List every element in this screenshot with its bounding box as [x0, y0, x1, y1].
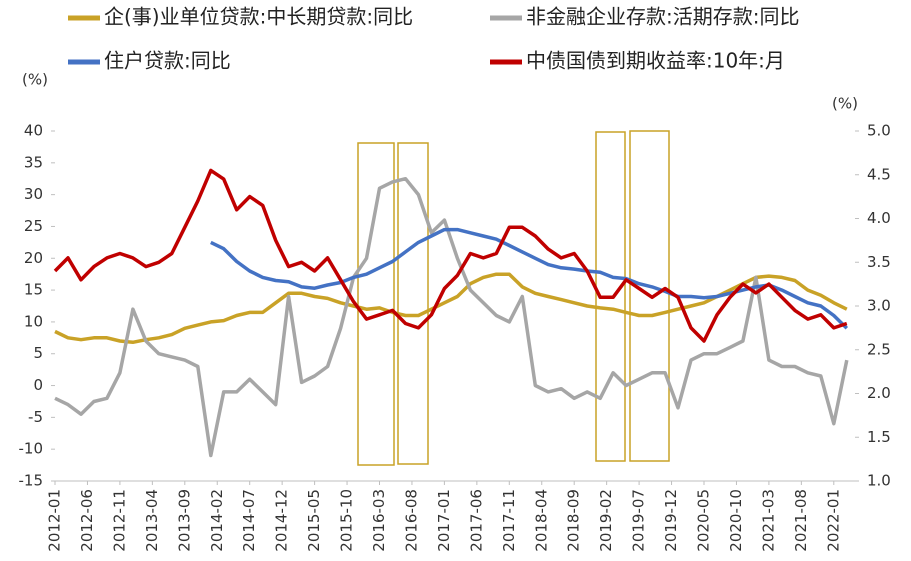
- y-tick-label: -10: [19, 440, 44, 458]
- x-tick-label: 2014-07: [240, 489, 258, 552]
- x-tick-label: 2017-01: [435, 489, 453, 552]
- x-tick-label: 2018-04: [532, 489, 550, 552]
- legend-label: 非金融企业存款:活期存款:同比: [526, 5, 799, 29]
- legend-label: 中债国债到期收益率:10年:月: [526, 49, 785, 73]
- x-tick-label: 2016-08: [402, 489, 420, 552]
- x-tick-label: 2012-01: [46, 489, 64, 552]
- y-tick-label: 20: [24, 249, 43, 267]
- legend-label: 住户贷款:同比: [104, 49, 231, 73]
- y2-tick-label: 2.0: [867, 384, 891, 402]
- highlight-box: [595, 131, 626, 462]
- x-tick-label: 2017-06: [467, 489, 485, 552]
- y-tick-label: 30: [24, 185, 43, 203]
- left-unit: (%): [22, 71, 48, 89]
- y2-tick-label: 4.0: [867, 209, 891, 227]
- x-tick-label: 2021-08: [792, 489, 810, 552]
- y-tick-label: 40: [24, 122, 43, 140]
- y-tick-label: 35: [24, 153, 43, 171]
- x-tick-label: 2014-12: [273, 489, 291, 552]
- x-tick-label: 2020-05: [695, 489, 713, 552]
- x-tick-label: 2020-10: [727, 489, 745, 552]
- x-tick-label: 2014-02: [208, 489, 226, 552]
- right-unit: (%): [832, 95, 858, 113]
- y2-tick-label: 4.5: [867, 165, 891, 183]
- legend-label: 企(事)业单位贷款:中长期贷款:同比: [104, 5, 413, 29]
- x-tick-label: 2016-03: [370, 489, 388, 552]
- x-tick-label: 2017-11: [500, 489, 518, 552]
- x-tick-label: 2018-09: [565, 489, 583, 552]
- series-line: [54, 176, 849, 458]
- x-tick-label: 2015-10: [338, 489, 356, 552]
- y-tick-label: 0: [33, 376, 43, 394]
- y2-tick-label: 1.0: [867, 472, 891, 490]
- y2-tick-label: 2.5: [867, 340, 891, 358]
- x-tick-label: 2015-05: [305, 489, 323, 552]
- y-tick-label: 15: [24, 281, 43, 299]
- highlight-box: [397, 142, 429, 465]
- y-tick-label: -5: [28, 408, 43, 426]
- x-tick-label: 2019-12: [662, 489, 680, 552]
- highlight-box: [357, 142, 395, 466]
- x-tick-label: 2021-03: [759, 489, 777, 552]
- x-tick-label: 2012-06: [78, 489, 96, 552]
- y-tick-label: -15: [19, 472, 44, 490]
- y2-tick-label: 1.5: [867, 428, 891, 446]
- x-tick-label: 2022-01: [824, 489, 842, 552]
- y2-tick-label: 3.5: [867, 253, 891, 271]
- series-line: [210, 227, 849, 330]
- x-tick-label: 2019-02: [597, 489, 615, 552]
- y-tick-label: 25: [24, 217, 43, 235]
- y2-tick-label: 5.0: [867, 122, 891, 140]
- x-tick-label: 2019-07: [630, 489, 648, 552]
- y-tick-label: 5: [33, 344, 43, 362]
- x-tick-label: 2013-04: [143, 489, 161, 552]
- x-tick-label: 2013-09: [175, 489, 193, 552]
- x-tick-label: 2012-11: [110, 489, 128, 552]
- y-tick-label: 10: [24, 312, 43, 330]
- highlight-box: [629, 130, 670, 462]
- series-line: [53, 168, 848, 343]
- y2-tick-label: 3.0: [867, 297, 891, 315]
